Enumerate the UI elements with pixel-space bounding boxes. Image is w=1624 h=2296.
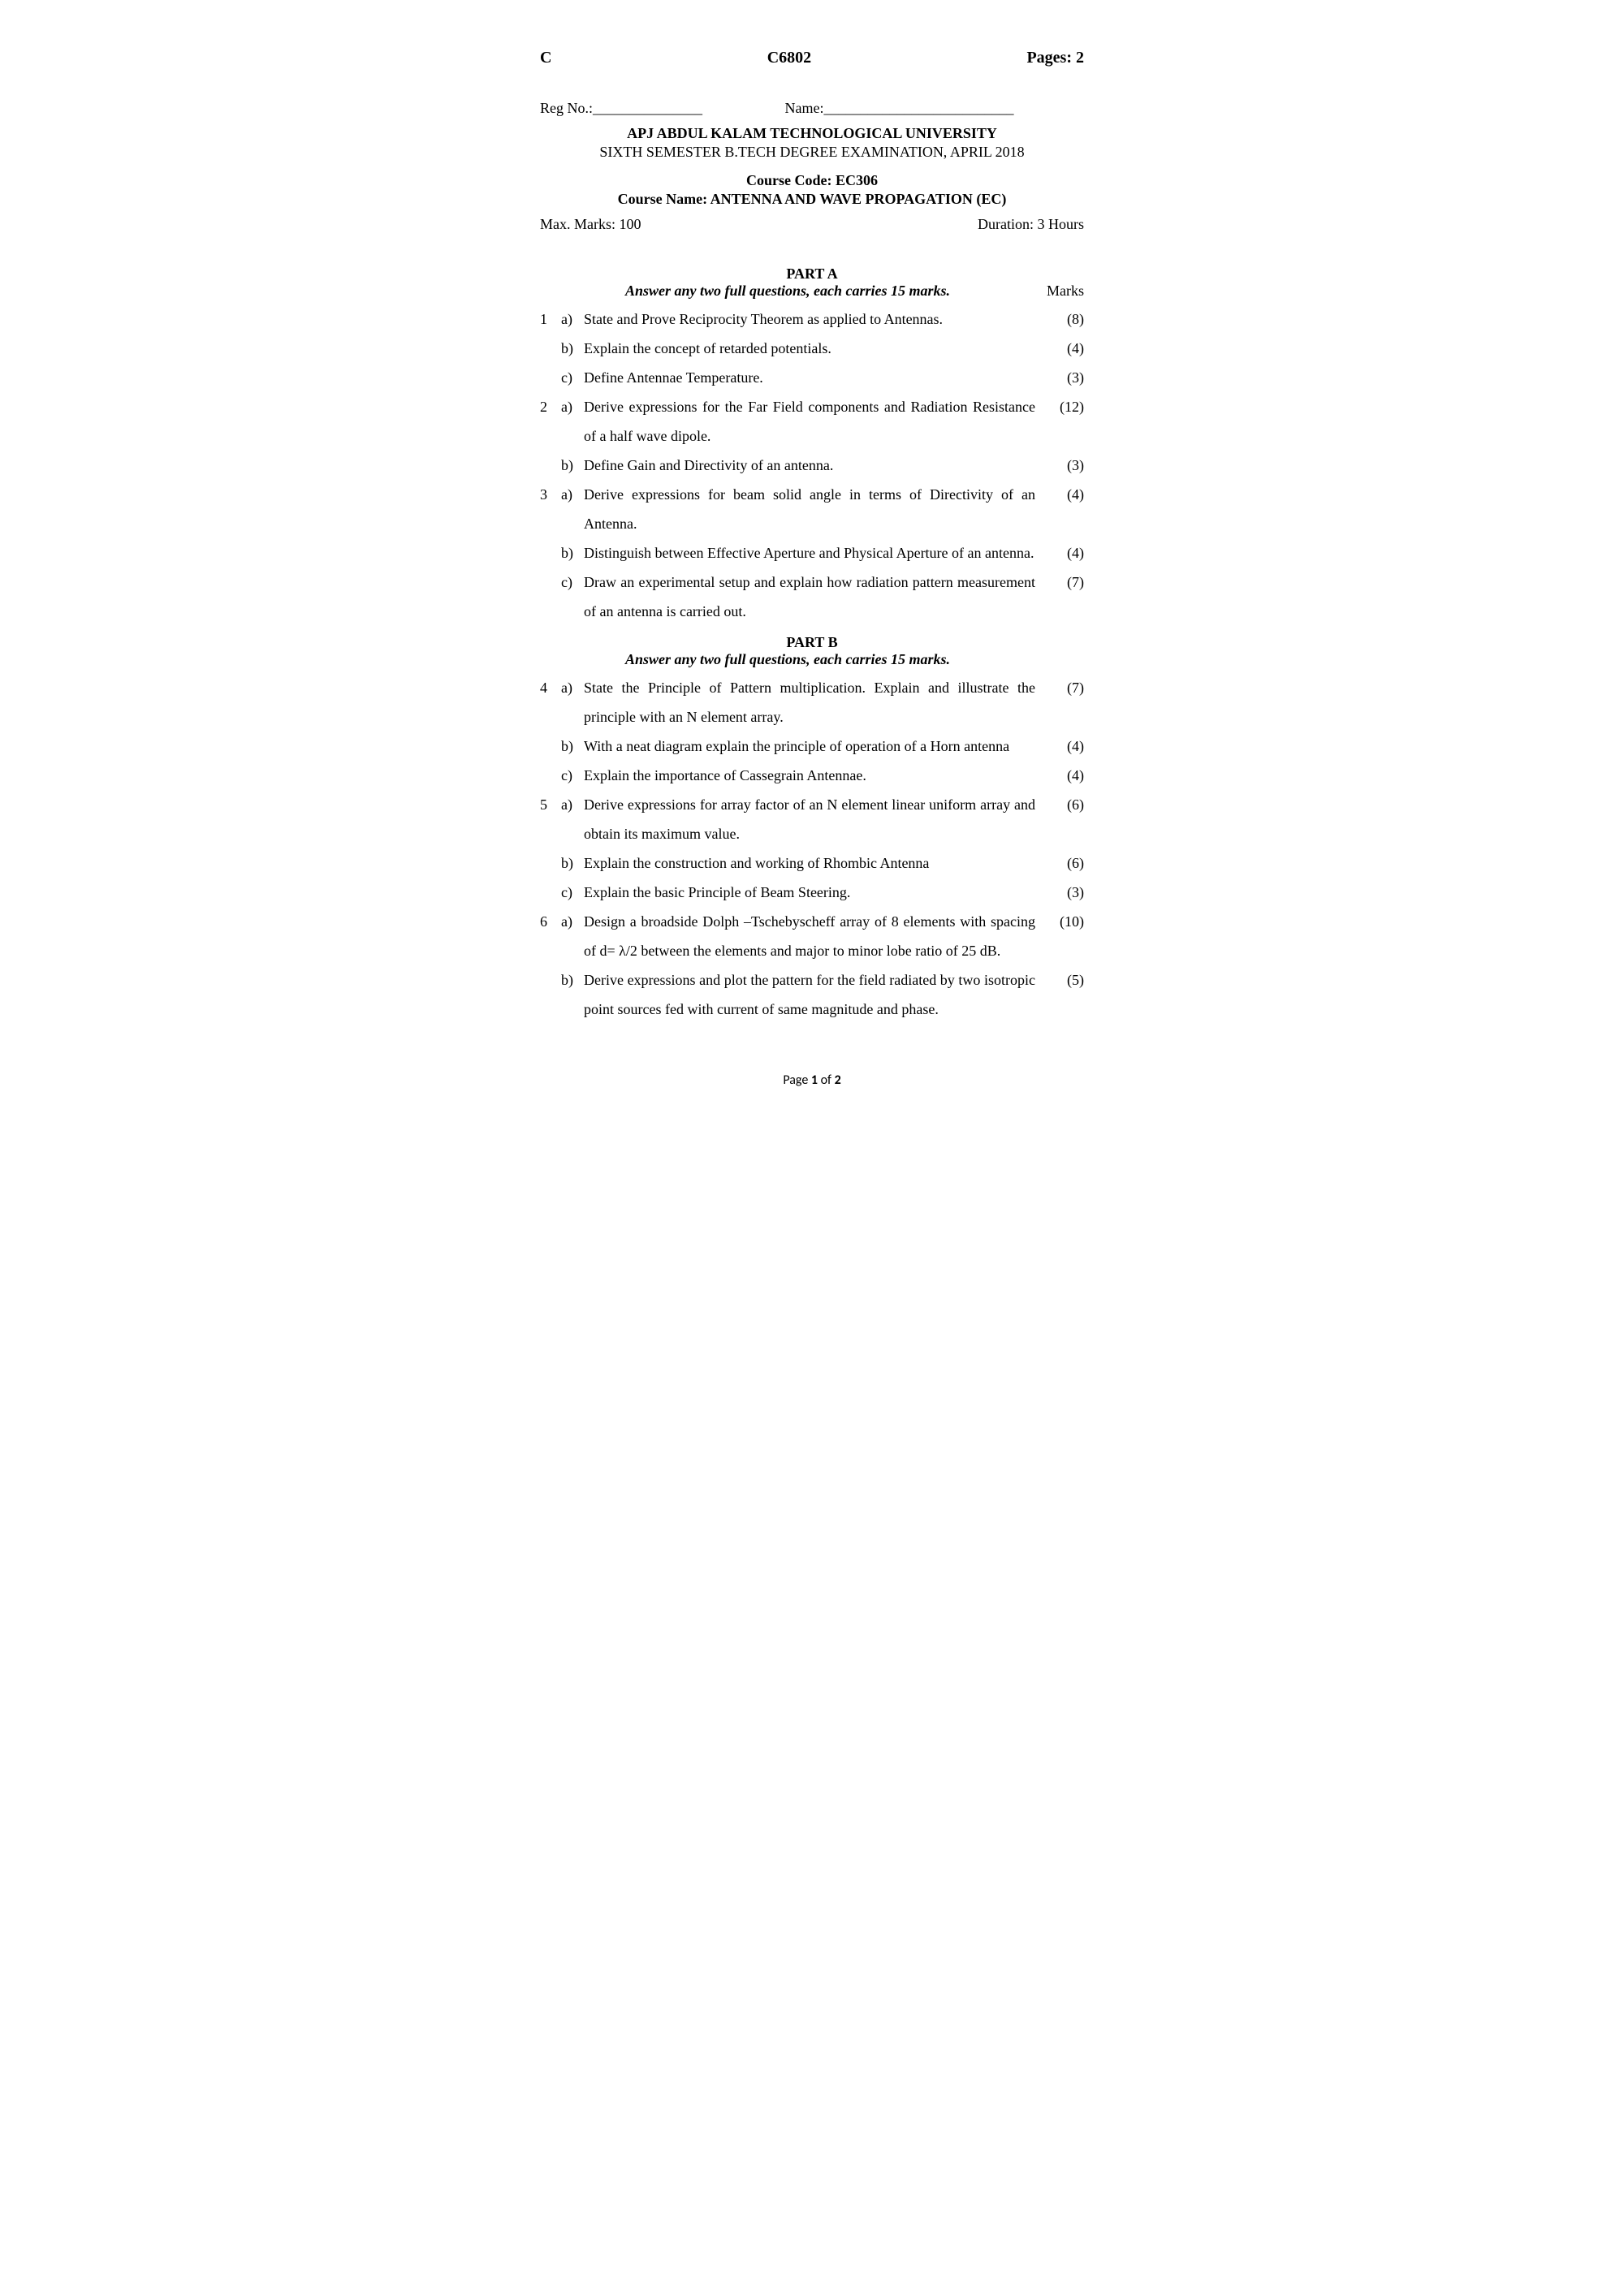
question-text: With a neat diagram explain the principl… xyxy=(584,732,1043,761)
question-number: 6 xyxy=(540,907,561,936)
question-marks: (6) xyxy=(1043,848,1084,878)
question-row: b)With a neat diagram explain the princi… xyxy=(540,732,1084,761)
question-marks: (5) xyxy=(1043,965,1084,995)
question-subpart: c) xyxy=(561,363,584,392)
question-text: Draw an experimental setup and explain h… xyxy=(584,568,1043,626)
question-subpart: c) xyxy=(561,568,584,597)
page-footer: Page 1 of 2 xyxy=(540,1072,1084,1088)
question-row: 6a)Design a broadside Dolph –Tschebysche… xyxy=(540,907,1084,965)
question-number: 4 xyxy=(540,673,561,702)
question-row: c)Explain the basic Principle of Beam St… xyxy=(540,878,1084,907)
part-heading: PART B xyxy=(540,634,1084,651)
footer-prefix: Page xyxy=(783,1072,811,1088)
question-text: State the Principle of Pattern multiplic… xyxy=(584,673,1043,732)
marks-column-label: Marks xyxy=(1035,283,1084,300)
question-row: 3a)Derive expressions for beam solid ang… xyxy=(540,480,1084,538)
question-marks: (10) xyxy=(1043,907,1084,936)
question-number: 2 xyxy=(540,392,561,421)
name-field: Name:__________________________ xyxy=(785,100,1085,117)
header-right: Pages: 2 xyxy=(1026,49,1084,67)
question-text: Explain the basic Principle of Beam Stee… xyxy=(584,878,1043,907)
question-subpart: a) xyxy=(561,673,584,702)
question-marks: (4) xyxy=(1043,538,1084,568)
question-text: Explain the importance of Cassegrain Ant… xyxy=(584,761,1043,790)
question-subpart: b) xyxy=(561,451,584,480)
question-subpart: a) xyxy=(561,907,584,936)
question-row: b)Distinguish between Effective Aperture… xyxy=(540,538,1084,568)
question-subpart: a) xyxy=(561,480,584,509)
question-subpart: a) xyxy=(561,392,584,421)
question-marks: (4) xyxy=(1043,480,1084,509)
exam-name: SIXTH SEMESTER B.TECH DEGREE EXAMINATION… xyxy=(540,144,1084,161)
question-text: Define Gain and Directivity of an antenn… xyxy=(584,451,1043,480)
question-subpart: b) xyxy=(561,965,584,995)
question-row: b)Explain the construction and working o… xyxy=(540,848,1084,878)
question-row: 5a)Derive expressions for array factor o… xyxy=(540,790,1084,848)
question-row: b)Derive expressions and plot the patter… xyxy=(540,965,1084,1024)
question-text: Define Antennae Temperature. xyxy=(584,363,1043,392)
question-subpart: a) xyxy=(561,304,584,334)
footer-sep: of xyxy=(818,1072,835,1088)
question-marks: (6) xyxy=(1043,790,1084,819)
question-subpart: a) xyxy=(561,790,584,819)
question-marks: (3) xyxy=(1043,451,1084,480)
footer-total: 2 xyxy=(835,1072,841,1088)
question-marks: (7) xyxy=(1043,673,1084,702)
question-row: 2a)Derive expressions for the Far Field … xyxy=(540,392,1084,451)
question-number: 1 xyxy=(540,304,561,334)
question-marks: (8) xyxy=(1043,304,1084,334)
question-text: Explain the construction and working of … xyxy=(584,848,1043,878)
question-text: Explain the concept of retarded potentia… xyxy=(584,334,1043,363)
exam-page: C C6802 Pages: 2 Reg No.:_______________… xyxy=(467,0,1157,1137)
registration-line: Reg No.:_______________ Name:___________… xyxy=(540,100,1084,117)
question-text: Derive expressions for the Far Field com… xyxy=(584,392,1043,451)
question-marks: (3) xyxy=(1043,363,1084,392)
question-row: 4a)State the Principle of Pattern multip… xyxy=(540,673,1084,732)
question-subpart: b) xyxy=(561,732,584,761)
meta-row: Max. Marks: 100 Duration: 3 Hours xyxy=(540,216,1084,233)
instruction-row: Answer any two full questions, each carr… xyxy=(540,283,1084,300)
question-subpart: b) xyxy=(561,848,584,878)
university-name: APJ ABDUL KALAM TECHNOLOGICAL UNIVERSITY xyxy=(540,125,1084,142)
footer-current: 1 xyxy=(811,1072,818,1088)
question-marks: (7) xyxy=(1043,568,1084,597)
part-instruction: Answer any two full questions, each carr… xyxy=(540,651,1035,668)
question-marks: (12) xyxy=(1043,392,1084,421)
part-heading: PART A xyxy=(540,265,1084,283)
header-left: C xyxy=(540,49,551,67)
question-row: c)Explain the importance of Cassegrain A… xyxy=(540,761,1084,790)
question-marks: (4) xyxy=(1043,761,1084,790)
title-block: APJ ABDUL KALAM TECHNOLOGICAL UNIVERSITY… xyxy=(540,125,1084,208)
question-row: c)Define Antennae Temperature.(3) xyxy=(540,363,1084,392)
question-row: 1a)State and Prove Reciprocity Theorem a… xyxy=(540,304,1084,334)
page-header: C C6802 Pages: 2 xyxy=(540,49,1084,67)
question-row: b)Explain the concept of retarded potent… xyxy=(540,334,1084,363)
question-number: 3 xyxy=(540,480,561,509)
part-instruction: Answer any two full questions, each carr… xyxy=(540,283,1035,300)
parts-container: PART AAnswer any two full questions, eac… xyxy=(540,265,1084,1024)
question-number: 5 xyxy=(540,790,561,819)
question-marks: (3) xyxy=(1043,878,1084,907)
question-text: Derive expressions for beam solid angle … xyxy=(584,480,1043,538)
question-text: Derive expressions for array factor of a… xyxy=(584,790,1043,848)
question-text: State and Prove Reciprocity Theorem as a… xyxy=(584,304,1043,334)
course-code: Course Code: EC306 xyxy=(540,172,1084,189)
reg-no-field: Reg No.:_______________ xyxy=(540,100,785,117)
question-subpart: b) xyxy=(561,334,584,363)
question-text: Design a broadside Dolph –Tschebyscheff … xyxy=(584,907,1043,965)
question-row: b)Define Gain and Directivity of an ante… xyxy=(540,451,1084,480)
header-center: C6802 xyxy=(767,49,811,67)
question-text: Derive expressions and plot the pattern … xyxy=(584,965,1043,1024)
max-marks: Max. Marks: 100 xyxy=(540,216,641,233)
question-marks: (4) xyxy=(1043,732,1084,761)
question-marks: (4) xyxy=(1043,334,1084,363)
question-row: c)Draw an experimental setup and explain… xyxy=(540,568,1084,626)
question-subpart: b) xyxy=(561,538,584,568)
instruction-row: Answer any two full questions, each carr… xyxy=(540,651,1084,668)
course-name: Course Name: ANTENNA AND WAVE PROPAGATIO… xyxy=(540,191,1084,208)
question-subpart: c) xyxy=(561,878,584,907)
question-text: Distinguish between Effective Aperture a… xyxy=(584,538,1043,568)
question-subpart: c) xyxy=(561,761,584,790)
duration: Duration: 3 Hours xyxy=(978,216,1084,233)
